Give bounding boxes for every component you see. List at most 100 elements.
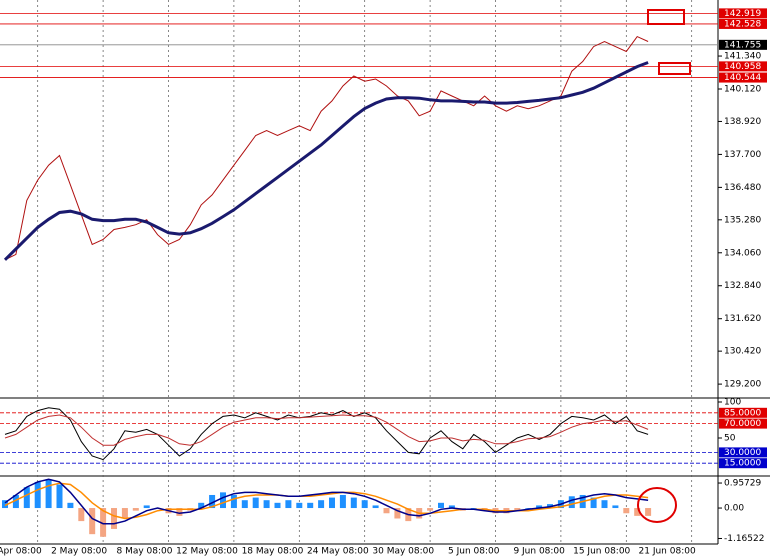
histogram-bar <box>568 496 575 509</box>
level-label-box <box>719 8 767 19</box>
histogram-bar <box>274 502 281 509</box>
level-label: 142.528 <box>724 19 761 29</box>
level-label: 140.958 <box>724 62 761 72</box>
level-label: 85.0000 <box>724 408 761 418</box>
histogram-bar <box>318 500 325 509</box>
histogram-bar <box>34 481 41 509</box>
level-label-box <box>719 72 767 83</box>
histogram-bar <box>307 502 314 509</box>
x-tick-label: 2 May 08:00 <box>51 547 107 557</box>
histogram-bar <box>56 484 63 509</box>
series-line <box>4 407 649 461</box>
series-line <box>4 478 649 525</box>
histogram-bar <box>350 497 357 509</box>
histogram-bar <box>394 508 401 519</box>
histogram-bar <box>525 508 532 509</box>
x-tick-label: 24 May 08:00 <box>307 547 369 557</box>
annotation-circle <box>637 487 677 523</box>
y-tick-label: 0.95729 <box>724 479 761 489</box>
histogram-bar <box>230 494 237 509</box>
histogram-bar <box>241 500 248 509</box>
annotation-box <box>658 62 691 75</box>
histogram-bar <box>132 508 139 511</box>
histogram-bar <box>209 494 216 509</box>
y-tick-label: -1.16522 <box>724 534 764 544</box>
histogram-bar <box>252 497 259 509</box>
series-line <box>4 414 649 446</box>
level-label-box <box>719 39 767 50</box>
level-label-box <box>719 18 767 29</box>
histogram-bar <box>67 502 74 509</box>
histogram-bar <box>12 494 19 509</box>
level-label: 15.0000 <box>724 459 761 469</box>
histogram-bar <box>89 508 96 535</box>
y-tick-label: 135.280 <box>724 215 761 225</box>
series-line <box>4 482 649 520</box>
level-label: 142.919 <box>724 9 761 19</box>
x-tick-label: 12 May 08:00 <box>176 547 238 557</box>
level-label: 70.0000 <box>724 419 761 429</box>
series-line <box>4 35 649 261</box>
histogram-bar <box>45 479 52 509</box>
y-tick-label: 141.340 <box>724 52 761 62</box>
level-label: 140.544 <box>724 73 761 83</box>
histogram-bar <box>2 500 8 509</box>
histogram-bar <box>372 505 379 509</box>
histogram-bar <box>645 508 652 516</box>
histogram-bar <box>121 508 128 519</box>
level-label-box <box>719 447 767 458</box>
level-label-box <box>719 458 767 469</box>
histogram-bar <box>339 494 346 509</box>
histogram-bar <box>285 500 292 509</box>
level-label: 30.0000 <box>724 448 761 458</box>
histogram-bar <box>514 508 521 511</box>
y-tick-label: 140.120 <box>724 85 761 95</box>
histogram-bar <box>361 500 368 509</box>
histogram-bar <box>383 508 390 514</box>
histogram-bar <box>612 505 619 509</box>
level-label-box <box>719 61 767 72</box>
histogram-bar <box>448 505 455 509</box>
histogram-bar <box>111 508 117 529</box>
histogram-bar <box>296 502 303 509</box>
histogram-bar <box>470 508 477 509</box>
level-label-box <box>719 407 767 418</box>
x-tick-label: 21 Jun 08:00 <box>639 547 696 557</box>
y-tick-label: 138.920 <box>724 117 761 127</box>
histogram-bar <box>634 508 641 516</box>
annotation-box <box>647 9 685 25</box>
histogram-bar <box>263 500 270 509</box>
series-line <box>3 61 649 261</box>
y-tick-label: 50 <box>724 434 736 444</box>
histogram-bar <box>601 500 608 509</box>
histogram-bar <box>220 492 226 509</box>
level-label-box <box>719 418 767 429</box>
x-tick-label: 8 May 08:00 <box>117 547 173 557</box>
histogram-bar <box>427 508 434 511</box>
y-tick-label: 130.420 <box>724 347 761 357</box>
y-tick-label: 137.700 <box>724 150 761 160</box>
histogram-bar <box>590 497 597 509</box>
y-tick-label: 129.200 <box>724 380 761 390</box>
histogram-bar <box>23 487 30 509</box>
histogram-bar <box>176 508 183 516</box>
histogram-bar <box>100 508 107 537</box>
histogram-bar <box>438 502 444 509</box>
histogram-bar <box>143 505 150 509</box>
y-tick-label: 136.480 <box>724 183 761 193</box>
y-tick-label: 131.620 <box>724 314 761 324</box>
x-tick-label: 9 Jun 08:00 <box>513 547 565 557</box>
histogram-bar <box>198 502 205 509</box>
x-tick-label: 5 Apr 08:00 <box>0 547 42 557</box>
y-tick-label: 100 <box>724 398 741 408</box>
y-tick-label: 134.060 <box>724 248 761 258</box>
histogram-bar <box>329 497 335 509</box>
histogram-bar <box>78 508 85 522</box>
y-tick-label: 132.840 <box>724 281 761 291</box>
histogram-bar <box>536 505 543 509</box>
level-label: 141.755 <box>724 40 761 50</box>
